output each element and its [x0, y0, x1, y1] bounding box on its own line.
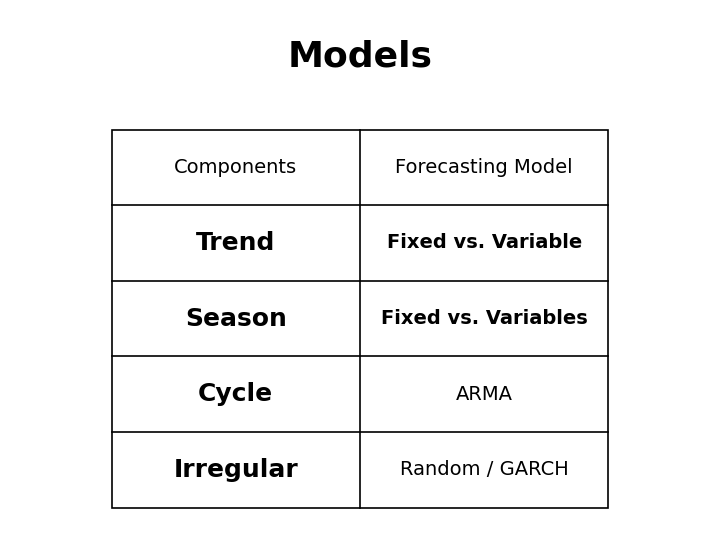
Text: Forecasting Model: Forecasting Model	[395, 158, 573, 177]
Text: Cycle: Cycle	[198, 382, 274, 406]
Text: Season: Season	[185, 307, 287, 330]
Text: Fixed vs. Variable: Fixed vs. Variable	[387, 233, 582, 253]
Text: Trend: Trend	[196, 231, 276, 255]
Text: Fixed vs. Variables: Fixed vs. Variables	[381, 309, 588, 328]
Text: Models: Models	[287, 40, 433, 73]
Text: Random / GARCH: Random / GARCH	[400, 460, 569, 480]
Text: ARMA: ARMA	[456, 384, 513, 404]
Text: Irregular: Irregular	[174, 458, 298, 482]
Text: Components: Components	[174, 158, 297, 177]
Bar	[112, 130, 608, 508]
